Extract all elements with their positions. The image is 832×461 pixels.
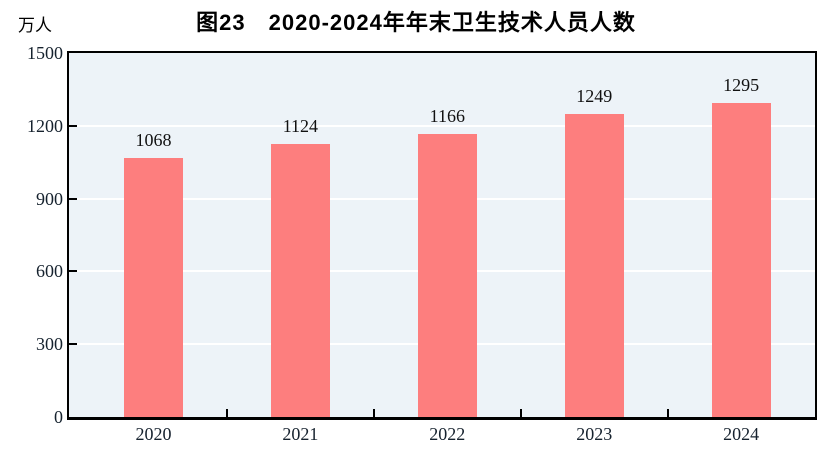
y-axis-tick-mark-900 <box>69 197 77 200</box>
y-axis-unit-label: 万人 <box>18 16 52 35</box>
bar-value-label-2020: 1068 <box>135 129 172 150</box>
plot-inner: 1068 1124 1166 1249 1295 <box>69 53 815 417</box>
y-axis-label-300: 300 <box>36 334 63 355</box>
x-axis-label-2021: 2021 <box>282 424 319 444</box>
bar-2022 <box>417 134 477 417</box>
bar-2023 <box>564 113 624 417</box>
bar-value-label-2022: 1166 <box>429 106 465 127</box>
x-axis-label-2020: 2020 <box>135 424 172 444</box>
bar-2021 <box>270 144 330 417</box>
y-axis-label-1500: 1500 <box>27 43 63 63</box>
y-axis-label-900: 900 <box>36 188 63 209</box>
bar-value-label-2023: 1249 <box>576 85 613 106</box>
bar-2024 <box>711 102 771 417</box>
y-axis-label-1200: 1200 <box>27 115 63 136</box>
x-axis-tick-mark-4 <box>666 409 669 417</box>
y-axis-label-600: 600 <box>36 261 63 282</box>
bar-value-label-2024: 1295 <box>723 74 760 95</box>
bar-2020 <box>124 157 183 417</box>
y-axis-label-0: 0 <box>54 407 63 427</box>
plot-area: 1068 1124 1166 1249 1295 <box>67 51 817 420</box>
y-axis-tick-mark-300 <box>69 343 77 346</box>
x-axis-label-2023: 2023 <box>576 424 613 444</box>
x-axis-label-2024: 2024 <box>723 424 760 444</box>
chart-title: 图23 2020-2024年年末卫生技术人员人数 <box>196 10 636 35</box>
x-axis-label-2022: 2022 <box>429 424 466 444</box>
x-axis-tick-mark-2 <box>372 409 375 417</box>
y-axis-tick-mark-600 <box>69 270 77 273</box>
y-axis-tick-mark-1200 <box>69 124 77 127</box>
x-axis-tick-mark-1 <box>225 409 228 417</box>
gridline-1200 <box>69 124 815 127</box>
bar-value-label-2021: 1124 <box>282 116 319 137</box>
x-axis-tick-mark-3 <box>519 409 522 417</box>
